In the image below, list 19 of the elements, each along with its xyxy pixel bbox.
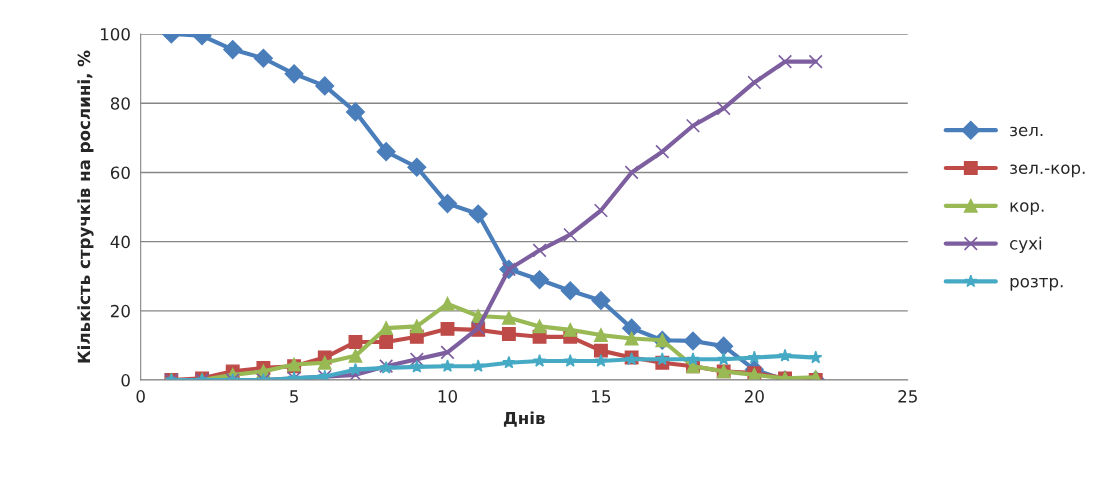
y-tick-label: 20 (110, 304, 130, 318)
legend-label: зел.-кор. (1010, 164, 1085, 178)
x-tick-label: 10 (438, 390, 458, 403)
y-tick-label: 100 (100, 27, 130, 41)
x-tick-label: 0 (136, 390, 145, 403)
y-tick-label: 80 (110, 97, 130, 110)
x-tick-label: 15 (592, 390, 611, 403)
y-tick-label: 0 (121, 374, 130, 387)
x-tick-label: 5 (290, 390, 298, 403)
x-axis-title: Днів (503, 411, 545, 427)
x-tick-label: 20 (744, 390, 764, 403)
x-tick-label: 25 (898, 390, 917, 403)
legend-label: сухі (1010, 236, 1042, 253)
legend-label: розтр. (1010, 277, 1063, 291)
y-axis-title: Кількість стручків на рослині, % (77, 50, 94, 363)
y-tick-label: 40 (110, 235, 130, 249)
y-tick-label: 60 (110, 166, 130, 179)
legend-label: зел. (1010, 126, 1043, 137)
legend-label: кор. (1010, 202, 1044, 216)
